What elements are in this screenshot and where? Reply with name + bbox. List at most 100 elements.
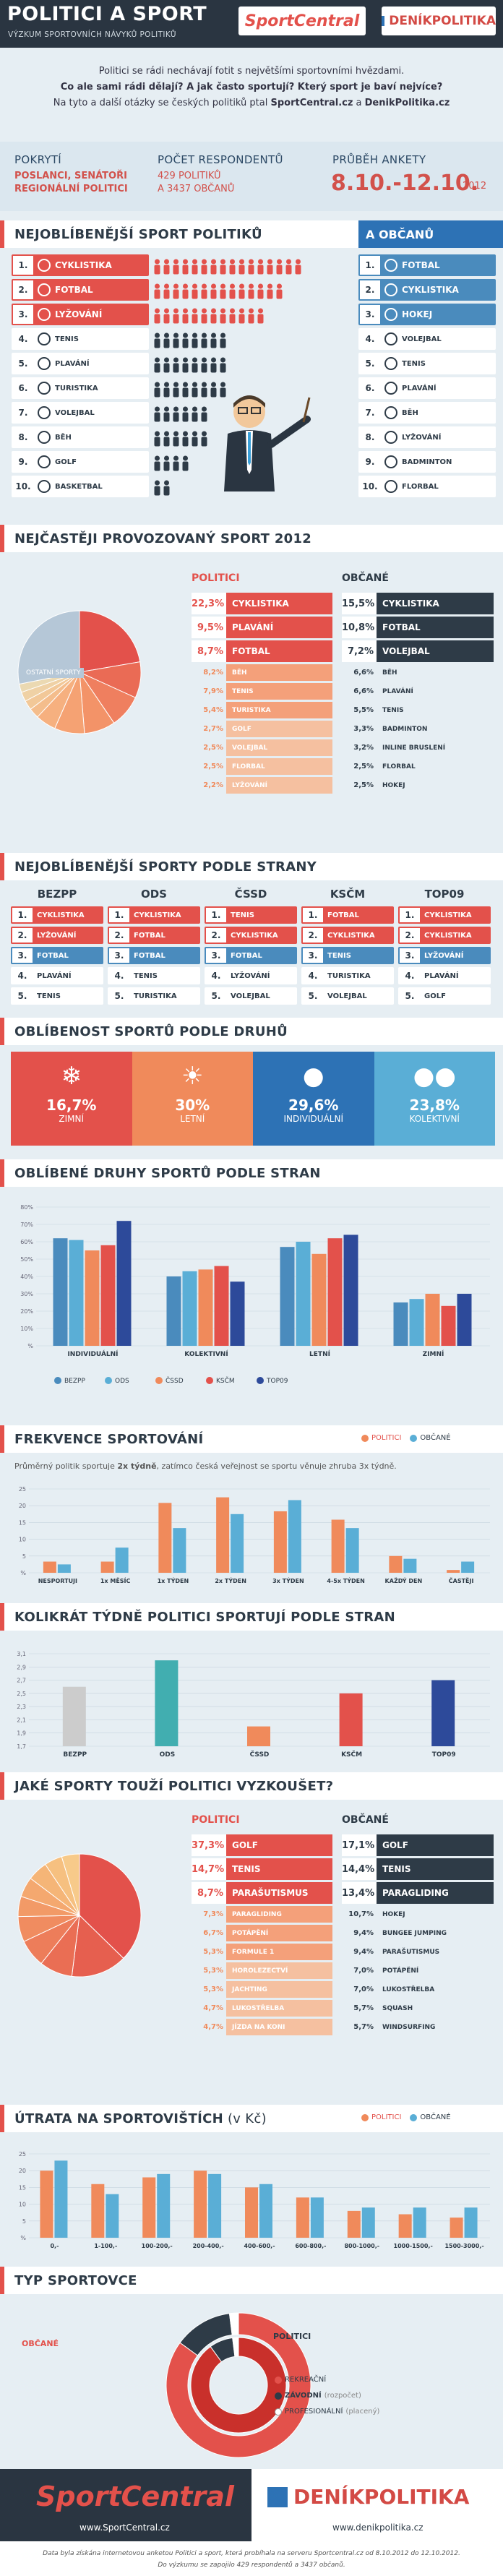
x-tick-label: 4-5x TÝDEN [327,1576,364,1584]
legend-competitive: ZÁVODNÍ (rozpočet) [275,2388,379,2404]
bar [339,1693,363,1746]
legend-obcane: OBČANÉ [420,1434,451,1442]
person-icon [182,259,189,275]
footer-sportcentral-logo[interactable]: SportCentral [36,2481,234,2512]
person-icon [257,259,264,275]
sport-label: WINDSURFING [382,2023,436,2031]
bar [231,1514,244,1573]
legend-politici: POLITICI [371,1434,402,1442]
bar [198,1269,213,1346]
sport-percent: 9,5% [197,622,223,633]
pie-slice [71,1914,124,1978]
sport-row: 7,0% LUKOSTŘELBA [342,1981,494,1998]
person-icon [295,259,301,275]
legend-text: REKREAČNÍ [285,2376,327,2384]
person-icon [229,259,236,275]
survey-stats [0,142,503,211]
legend-professional: PROFESIONÁLNÍ (placený) [275,2404,379,2420]
bar [157,2173,171,2238]
person-icon [257,308,264,324]
citizens-label: OBČANÉ [342,572,389,584]
sport-label: VOLEJBAL [377,640,494,662]
y-tick-label: 10 [19,2202,26,2208]
sport-type-tile: ❄ 16,7% ZIMNÍ [11,1052,132,1146]
sport-icon [384,332,397,345]
rank-number: 5. [109,989,129,1003]
legend-label: ODS [115,1378,129,1385]
footer-sportcentral-url[interactable]: www.SportCentral.cz [79,2523,170,2533]
legend-dot [155,1377,163,1384]
sport-percent: 10,8% [342,622,375,633]
y-tick-label: 5 [22,2218,26,2225]
sport-icon [384,431,397,444]
rank-number: 8. [13,428,33,447]
person-icon [182,308,189,324]
sport-icon [38,382,51,395]
legend-label: TOP09 [266,1378,288,1385]
section-title: NEJOBLÍBENĚJŠÍ SPORT POLITIKŮ [14,226,262,242]
sport-row: 5,4% TURISTIKA [192,702,332,718]
sport-icon [384,308,397,321]
stat-duration-heading: PRŮBĚH ANKETY [332,153,426,166]
sportcentral-logo[interactable]: SportCentral [238,7,366,35]
politicians-label: POLITICI [192,572,240,584]
bar [280,1247,295,1346]
bar [43,1561,56,1573]
y-tick-label: 10% [20,1326,33,1332]
stat-coverage-1: POSLANCI, SENÁTOŘI [14,171,127,181]
bar [166,1276,181,1346]
person-icon [201,259,207,275]
sport-type-tile: ☀ 30% LETNÍ [132,1052,253,1146]
intro-3c: a [353,98,365,108]
party-name: ČSSD [234,888,267,901]
person-icon [210,259,217,275]
sport-icon [384,406,397,419]
sport-icon [38,480,51,493]
people-row [153,279,356,304]
sport-row: 7,0% POTÁPĚNÍ [342,1962,494,1979]
rank-number: 10. [360,477,380,496]
rank-number: 3. [206,948,226,963]
sport-type-label: KOLEKTIVNÍ [409,1114,460,1124]
person-icon [267,259,273,275]
person-icon [192,382,198,398]
rank-number: 9. [360,452,380,471]
frequency-bar-chart: 25 20 15 10 5% NESPORTUJI 1x MĚSÍC 1x TÝDEN 2x T… [19,1486,490,1584]
person-icon [238,308,245,324]
pie-slice [79,610,141,673]
stat-dates: 8.10.-12.10. [331,171,479,196]
x-tick-label: 600-800,- [295,2243,326,2249]
legend-dot [275,2408,282,2416]
section-accent [0,2105,4,2132]
party-sport-row: 1. CYKLISTIKA [11,906,103,924]
party-sport-row: 4. PLAVÁNÍ [11,967,103,984]
y-tick-label: 40% [20,1274,33,1280]
bar [461,1561,475,1573]
people-row [153,377,356,402]
sport-label: BĚH [226,664,332,681]
rank-number: 1. [303,908,323,922]
intro-text: Politici se rádi nechávají fotit s nejvě… [0,64,503,111]
x-tick-label: 1-100,- [94,2243,117,2249]
person-icon [154,455,160,471]
rank-sport-label: CYKLISTIKA [402,285,459,295]
person-icon [182,431,189,447]
footer-denikpolitika-url[interactable]: www.denikpolitika.cz [332,2523,424,2533]
y-tick-label: 80% [20,1204,33,1211]
sport-row: 4,7% JÍZDA NA KONI [192,2019,332,2035]
sport-row: 6,6% BĚH [342,664,494,681]
sport-percent: 2,2% [203,781,223,789]
sport-row: 9,4% BUNGEE JUMPING [342,1925,494,1941]
bar [398,2214,412,2238]
denikpolitika-logo[interactable]: DENÍKPOLITIKA [382,7,496,35]
legend-dot [54,1377,61,1384]
party-sport-label: PLAVÁNÍ [37,971,72,980]
person-icon [257,283,264,299]
sport-icon [38,283,51,296]
x-tick-label: 1x TÝDEN [158,1576,189,1584]
section-title: KOLIKRÁT TÝDNĚ POLITICI SPORTUJÍ PODLE S… [14,1609,396,1625]
person-icon [163,480,170,496]
sport-percent: 2,5% [353,763,374,770]
bar [57,1564,71,1573]
footer-denikpolitika-logo[interactable]: DENÍKPOLITIKA [267,2485,469,2509]
